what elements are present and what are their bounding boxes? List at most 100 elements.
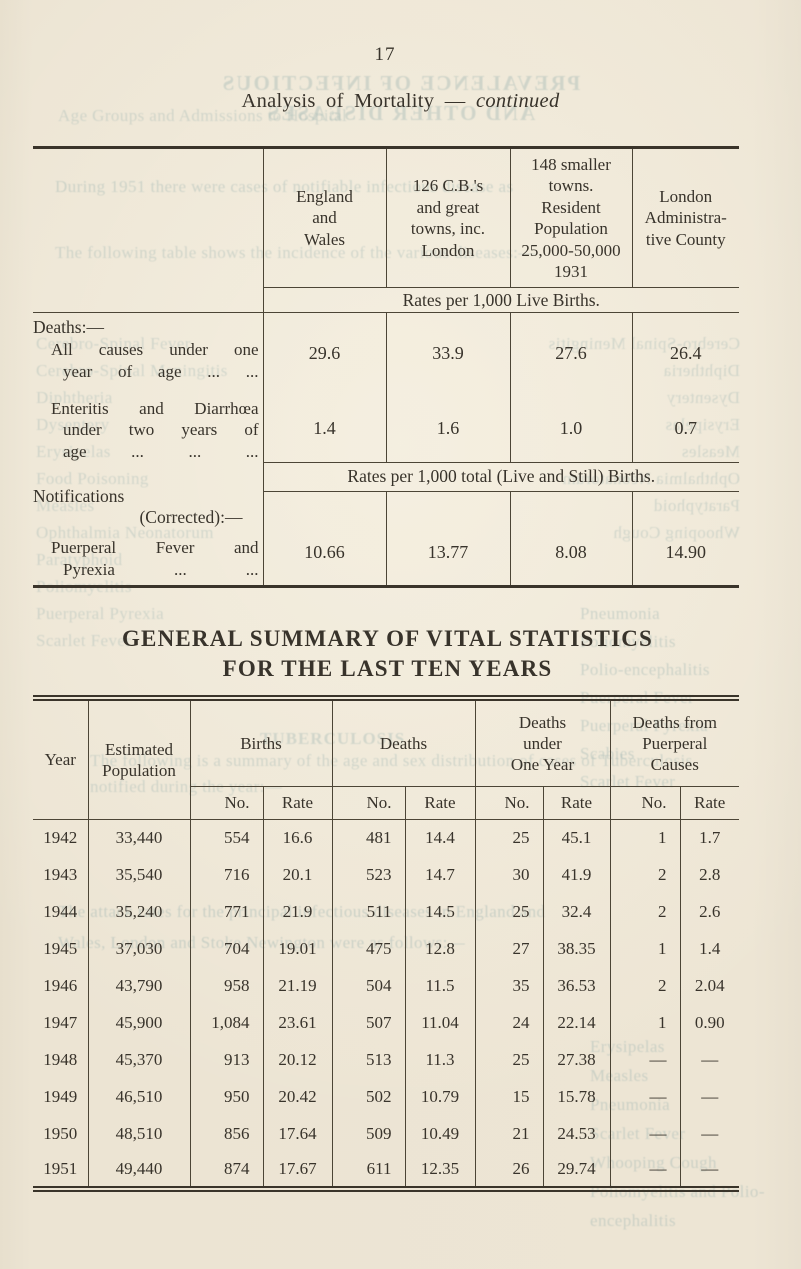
summary-cell: 43,790 bbox=[87, 967, 190, 1004]
puerperal-causes-header: Deaths from Puerperal Causes bbox=[609, 698, 740, 787]
summary-cell: 554 bbox=[189, 819, 263, 856]
summary-cell: — bbox=[609, 1115, 680, 1152]
summary-cell: 41.9 bbox=[542, 856, 610, 893]
summary-cell: 25 bbox=[474, 819, 543, 856]
summary-cell: 1 bbox=[609, 930, 680, 967]
summary-title-line1: GENERAL SUMMARY OF VITAL STATISTICS bbox=[121, 626, 654, 651]
summary-cell: 15.78 bbox=[542, 1078, 610, 1115]
summary-cell: 20.1 bbox=[262, 856, 332, 893]
value-cell: 27.6 bbox=[509, 312, 632, 395]
band-spacer bbox=[33, 287, 263, 313]
summary-cell: 25 bbox=[474, 893, 543, 930]
summary-table-row: 1942 33,440 554 16.6 481 14.4 25 45.1 1 1.7 bbox=[33, 819, 740, 856]
summary-cell: 11.5 bbox=[404, 967, 475, 1004]
summary-cell: 11.04 bbox=[404, 1004, 475, 1041]
summary-cell: 874 bbox=[189, 1152, 263, 1189]
summary-cell: 45.1 bbox=[542, 819, 610, 856]
summary-cell: 1942 bbox=[43, 827, 78, 847]
value-cell: 0.7 bbox=[631, 394, 739, 462]
summary-cell: 1,084 bbox=[189, 1004, 263, 1041]
notifications-line2: (Corrected):— bbox=[139, 507, 243, 527]
summary-cell: 716 bbox=[189, 856, 263, 893]
summary-cell: — bbox=[679, 1115, 740, 1152]
rates-total-births-label: Rates per 1,000 total (Live and Still) B… bbox=[262, 461, 739, 492]
summary-cell: 1.7 bbox=[679, 819, 740, 856]
summary-cell: 33,440 bbox=[87, 819, 190, 856]
summary-cell: 475 bbox=[331, 930, 405, 967]
summary-cell: 511 bbox=[331, 893, 405, 930]
summary-cell: 2 bbox=[609, 856, 680, 893]
births-header: Births bbox=[189, 698, 332, 787]
summary-cell: 1946 bbox=[43, 975, 78, 995]
summary-cell: 14.4 bbox=[404, 819, 475, 856]
summary-cell: 10.49 bbox=[404, 1115, 475, 1152]
value-cell: 13.77 bbox=[385, 491, 510, 586]
summary-cell: 29.74 bbox=[542, 1152, 610, 1189]
value-cell: 1.0 bbox=[509, 394, 632, 462]
summary-cell: — bbox=[679, 1152, 740, 1189]
births-rate-header: Rate bbox=[262, 786, 332, 819]
value-cell: 8.08 bbox=[509, 491, 632, 586]
table-row: Deaths:— All causes under one year of ag… bbox=[33, 312, 739, 395]
summary-cell: 2.8 bbox=[679, 856, 740, 893]
value-cell: 26.4 bbox=[631, 312, 739, 395]
summary-cell: — bbox=[679, 1078, 740, 1115]
under-one-no-header: No. bbox=[474, 786, 543, 819]
summary-cell: 1.4 bbox=[679, 930, 740, 967]
column-header-london-county: London Administra- tive County bbox=[631, 147, 739, 288]
mortality-section-title: Analysis of Mortality — continued bbox=[0, 90, 801, 113]
summary-cell: 771 bbox=[189, 893, 263, 930]
deaths-header: Deaths bbox=[331, 698, 475, 787]
summary-cell: 27 bbox=[474, 930, 543, 967]
column-header-england-wales: England and Wales bbox=[262, 147, 386, 288]
header-spacer bbox=[33, 148, 263, 288]
summary-cell: 1 bbox=[609, 1004, 680, 1041]
summary-cell: 22.14 bbox=[542, 1004, 610, 1041]
row-label: Deaths:— All causes under one year of ag… bbox=[33, 313, 263, 395]
summary-table-row: 1947 45,900 1,084 23.61 507 11.04 24 22.14 1 0.90 bbox=[33, 1004, 740, 1041]
summary-cell: 1949 bbox=[43, 1086, 78, 1106]
summary-cell: — bbox=[609, 1152, 680, 1189]
row-label: Enteritis and Diarrhœa under two years o… bbox=[33, 395, 263, 463]
summary-cell: 21 bbox=[474, 1115, 543, 1152]
summary-cell: 20.12 bbox=[262, 1041, 332, 1078]
summary-cell: 35,540 bbox=[87, 856, 190, 893]
summary-title-line2: FOR THE LAST TEN YEARS bbox=[222, 656, 553, 681]
summary-cell: 49,440 bbox=[87, 1152, 190, 1189]
summary-cell: 45,370 bbox=[87, 1041, 190, 1078]
summary-cell: 21.19 bbox=[262, 967, 332, 1004]
summary-cell: 2 bbox=[609, 967, 680, 1004]
summary-table: Year Estimated Population Births Deaths … bbox=[33, 695, 740, 1192]
population-header: Estimated Population bbox=[87, 698, 190, 819]
summary-cell: 611 bbox=[331, 1152, 405, 1189]
value-cell: 14.90 bbox=[631, 491, 739, 586]
deaths-heading: Deaths:— bbox=[33, 317, 104, 337]
summary-table-row: 1950 48,510 856 17.64 509 10.49 21 24.53— — bbox=[33, 1115, 740, 1152]
year-header: Year bbox=[44, 750, 76, 770]
summary-cell: 21.9 bbox=[262, 893, 332, 930]
summary-cell: 37,030 bbox=[87, 930, 190, 967]
summary-cell: 2.04 bbox=[679, 967, 740, 1004]
table-row: Enteritis and Diarrhœa under two years o… bbox=[33, 394, 739, 463]
summary-cell: 704 bbox=[189, 930, 263, 967]
puerperal-rate-header: Rate bbox=[679, 786, 740, 819]
summary-cell: 1950 bbox=[43, 1123, 78, 1143]
group-header-row: Year Estimated Population Births Deaths … bbox=[33, 698, 740, 819]
summary-cell: 950 bbox=[189, 1078, 263, 1115]
table-row: 10.66 13.77 8.08 14.90 bbox=[33, 491, 739, 586]
summary-table-row: 1944 35,240 771 21.9 511 14.5 25 32.4 2 2.6 bbox=[33, 893, 740, 930]
summary-cell: 509 bbox=[331, 1115, 405, 1152]
summary-cell: 513 bbox=[331, 1041, 405, 1078]
summary-cell: 0.90 bbox=[679, 1004, 740, 1041]
summary-cell: 24 bbox=[474, 1004, 543, 1041]
summary-cell: 36.53 bbox=[542, 967, 610, 1004]
summary-cell: 1951 bbox=[43, 1159, 78, 1178]
summary-cell: 12.8 bbox=[404, 930, 475, 967]
value-cell: 29.6 bbox=[262, 312, 386, 395]
summary-cell: 913 bbox=[189, 1041, 263, 1078]
summary-cell: 12.35 bbox=[404, 1152, 475, 1189]
value-cell: 1.4 bbox=[262, 394, 386, 462]
value-cell: 1.6 bbox=[385, 394, 510, 462]
summary-cell: 20.42 bbox=[262, 1078, 332, 1115]
